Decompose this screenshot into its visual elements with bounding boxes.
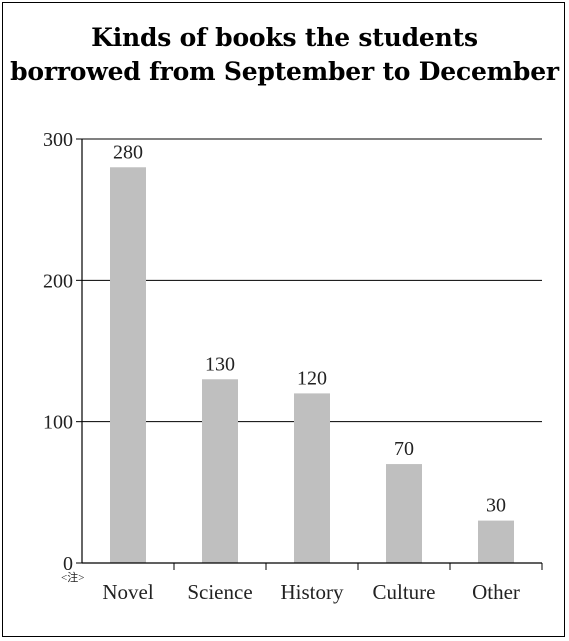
x-tick-label: Science [187, 580, 252, 604]
bar-culture [386, 464, 422, 563]
x-tick-label: Other [472, 580, 520, 604]
data-label: 70 [394, 438, 414, 460]
x-tick-labels: Novel Science History Culture Other [102, 580, 520, 604]
x-tick-label: Novel [102, 580, 153, 604]
data-label: 280 [113, 141, 143, 163]
bar-science [202, 379, 238, 563]
bars [110, 167, 514, 563]
y-tick-label: 300 [43, 129, 73, 151]
y-tick-label: 200 [43, 270, 73, 292]
x-tick-label: Culture [373, 580, 436, 604]
data-label: 30 [486, 495, 506, 517]
x-tick-label: History [281, 580, 345, 604]
note-mark: <注> [61, 570, 84, 584]
bar-novel [110, 167, 146, 563]
y-tick-label: 100 [43, 412, 73, 434]
data-label: 120 [297, 367, 327, 389]
bar-history [294, 393, 330, 563]
data-label: 130 [205, 353, 235, 375]
bar-other [478, 521, 514, 563]
